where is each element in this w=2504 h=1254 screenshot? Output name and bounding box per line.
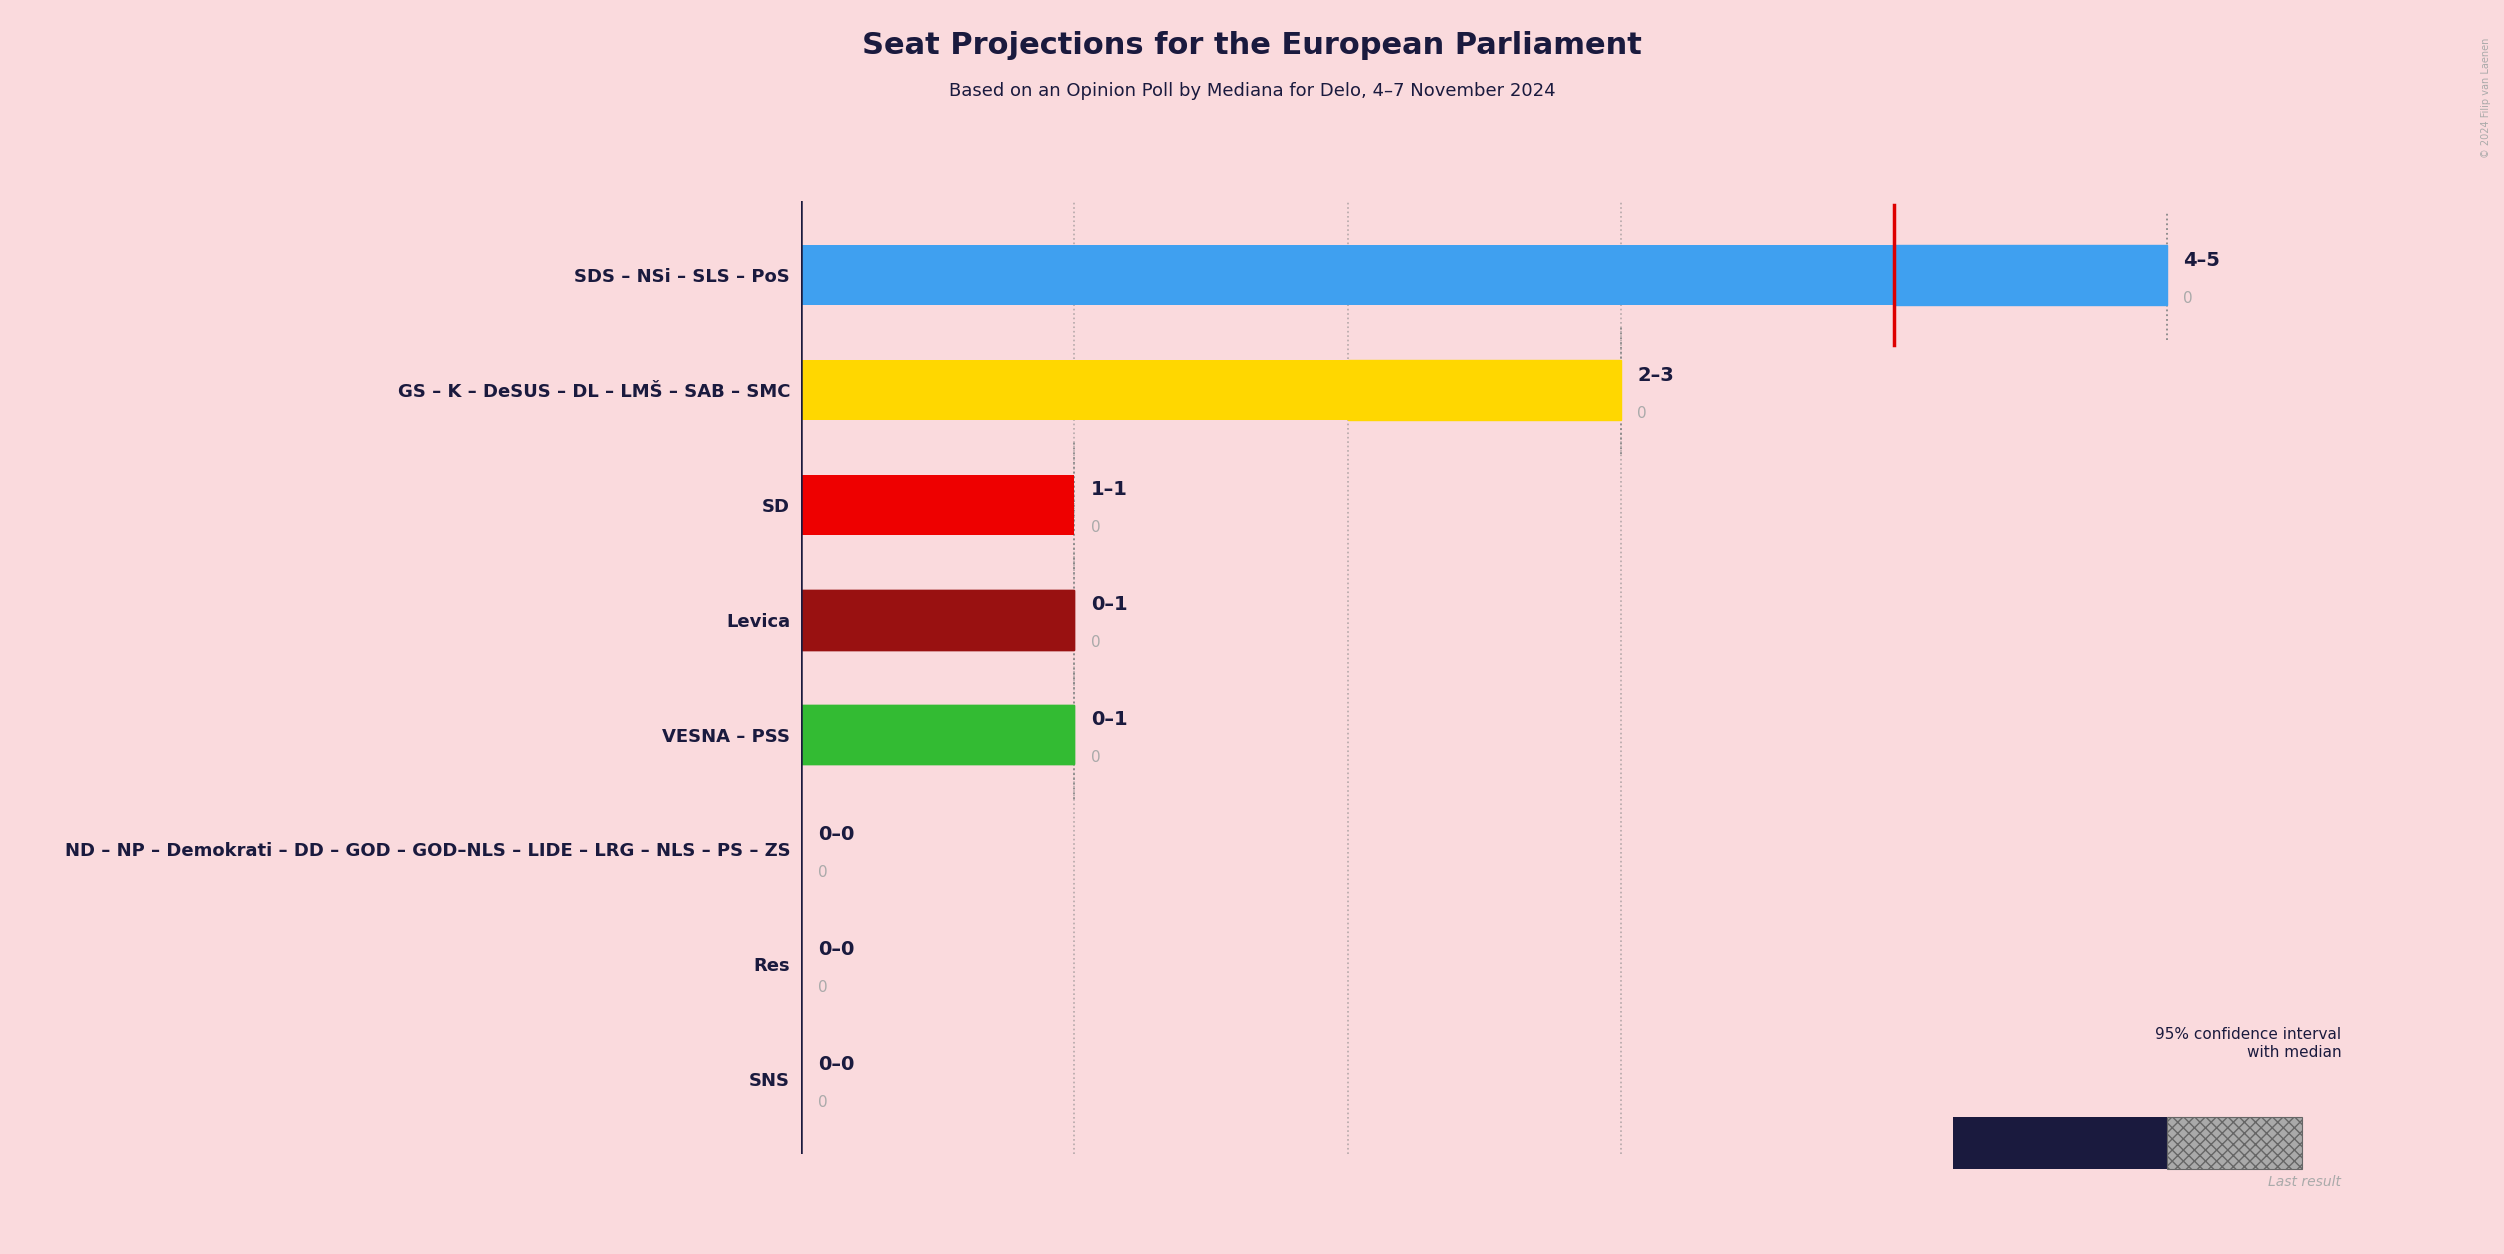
Bar — [1347, 360, 1620, 420]
Text: 0: 0 — [819, 1095, 826, 1110]
Text: 0–0: 0–0 — [819, 939, 854, 959]
Text: 0–1: 0–1 — [1092, 596, 1127, 614]
Text: 0: 0 — [1092, 636, 1099, 651]
Bar — [1893, 246, 2166, 305]
Bar — [1953, 1117, 2166, 1169]
Text: 2–3: 2–3 — [1638, 366, 1673, 385]
Bar — [801, 589, 1074, 650]
Bar — [801, 360, 1347, 420]
Text: Last result: Last result — [2269, 1175, 2341, 1189]
Text: 0: 0 — [819, 865, 826, 880]
Text: 0: 0 — [1092, 520, 1099, 535]
Text: 0–1: 0–1 — [1092, 710, 1127, 729]
Text: 0–0: 0–0 — [819, 825, 854, 844]
Text: 0: 0 — [819, 979, 826, 994]
Text: Seat Projections for the European Parliament: Seat Projections for the European Parlia… — [861, 31, 1643, 60]
Text: Based on an Opinion Poll by Mediana for Delo, 4–7 November 2024: Based on an Opinion Poll by Mediana for … — [949, 82, 1555, 99]
Bar — [801, 705, 1074, 765]
Text: 1–1: 1–1 — [1092, 480, 1127, 499]
Text: © 2024 Filip van Laenen: © 2024 Filip van Laenen — [2481, 38, 2491, 158]
Text: 0–0: 0–0 — [819, 1055, 854, 1073]
Text: 95% confidence interval
with median: 95% confidence interval with median — [2156, 1027, 2341, 1060]
Bar — [801, 246, 1893, 305]
Bar — [801, 475, 1074, 534]
Bar — [801, 705, 1074, 765]
Text: 4–5: 4–5 — [2183, 251, 2221, 270]
Text: 0: 0 — [2183, 291, 2194, 306]
Text: 0: 0 — [1638, 405, 1648, 420]
Text: 0: 0 — [1092, 750, 1099, 765]
Bar — [2166, 1117, 2304, 1169]
Bar — [801, 589, 1074, 650]
